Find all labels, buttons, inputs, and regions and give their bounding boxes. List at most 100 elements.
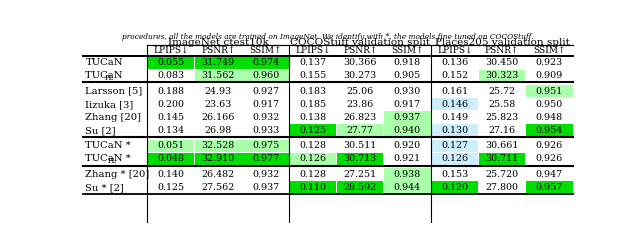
Text: 27.800: 27.800 [486,183,518,192]
Bar [431,153,478,165]
Text: 26.166: 26.166 [202,113,235,122]
Text: 0.145: 0.145 [157,113,184,122]
Bar [243,140,289,152]
Bar [431,124,478,137]
Text: 27.251: 27.251 [344,170,377,179]
Text: Larsson [5]: Larsson [5] [85,87,143,96]
Bar [290,124,336,137]
Text: Places205 validation split: Places205 validation split [435,38,570,47]
Bar [337,124,383,137]
Text: 0.951: 0.951 [536,87,563,96]
Text: 0.185: 0.185 [300,100,326,109]
Text: 0.921: 0.921 [394,154,421,164]
Bar [384,111,431,124]
Text: 0.937: 0.937 [252,183,279,192]
Text: 25.06: 25.06 [346,87,374,96]
Text: 23.63: 23.63 [205,100,232,109]
Bar [290,181,336,194]
Text: 0.944: 0.944 [394,183,421,192]
Bar [431,181,478,194]
Text: ImageNet ctest10k: ImageNet ctest10k [168,38,269,47]
Text: 0.960: 0.960 [252,71,279,80]
Text: 0.140: 0.140 [157,170,184,179]
Text: 0.947: 0.947 [536,170,563,179]
Text: 0.051: 0.051 [157,142,184,150]
Text: procedures, all the models are trained on ImageNet. We identify with *, the mode: procedures, all the models are trained o… [122,33,534,41]
Text: 0.957: 0.957 [536,183,563,192]
Text: 0.932: 0.932 [252,113,279,122]
Text: 23.86: 23.86 [346,100,374,109]
Bar [195,153,241,165]
Text: 30.450: 30.450 [485,58,518,67]
Text: 0.940: 0.940 [394,126,421,135]
Text: 0.920: 0.920 [394,142,421,150]
Bar [479,70,525,82]
Text: 0.130: 0.130 [441,126,468,135]
Text: 30.511: 30.511 [344,142,377,150]
Text: TUCaN: TUCaN [85,58,123,67]
Text: 31.749: 31.749 [202,58,235,67]
Text: TUCaN *: TUCaN * [85,142,131,150]
Text: 0.110: 0.110 [300,183,326,192]
Text: 0.136: 0.136 [441,58,468,67]
Bar [526,181,573,194]
Bar [290,153,336,165]
Text: 0.938: 0.938 [394,170,421,179]
Bar [243,70,289,82]
Text: PSNR↑: PSNR↑ [343,46,378,55]
Text: 25.72: 25.72 [488,87,516,96]
Text: 0.137: 0.137 [300,58,326,67]
Text: 0.933: 0.933 [252,126,279,135]
Text: 0.954: 0.954 [536,126,563,135]
Bar [479,153,525,165]
Bar [337,153,383,165]
Text: Zhang * [20]: Zhang * [20] [85,170,150,179]
Text: 28.592: 28.592 [344,183,377,192]
Bar [526,85,573,97]
Bar [243,56,289,69]
Text: COCOStuff validation split: COCOStuff validation split [290,38,430,47]
Text: 0.183: 0.183 [300,87,326,96]
Text: 0.930: 0.930 [394,87,421,96]
Text: 0.138: 0.138 [300,113,326,122]
Text: 0.926: 0.926 [536,154,563,164]
Text: 0.918: 0.918 [394,58,421,67]
Text: 0.134: 0.134 [157,126,184,135]
Text: 0.152: 0.152 [441,71,468,80]
Text: 0.125: 0.125 [300,126,326,135]
Text: PSNR↑: PSNR↑ [201,46,236,55]
Text: SSIM↑: SSIM↑ [391,46,424,55]
Text: 0.975: 0.975 [252,142,279,150]
Text: 0.149: 0.149 [441,113,468,122]
Text: 0.055: 0.055 [157,58,185,67]
Text: 0.126: 0.126 [300,154,326,164]
Text: 0.128: 0.128 [300,170,326,179]
Bar [195,56,241,69]
Text: Iizuka [3]: Iizuka [3] [85,100,134,109]
Text: 0.120: 0.120 [441,183,468,192]
Text: Su [2]: Su [2] [85,126,116,135]
Text: 0.974: 0.974 [252,58,279,67]
Text: 0.128: 0.128 [300,142,326,150]
Text: 0.146: 0.146 [441,100,468,109]
Text: 30.711: 30.711 [485,154,518,164]
Text: LPIPS↓: LPIPS↓ [437,46,472,55]
Text: 0.126: 0.126 [441,154,468,164]
Bar [195,140,241,152]
Text: 32.910: 32.910 [202,154,235,164]
Text: LPIPS↓: LPIPS↓ [295,46,331,55]
Bar [148,153,195,165]
Text: 0.161: 0.161 [441,87,468,96]
Text: 25.720: 25.720 [485,170,518,179]
Text: 26.823: 26.823 [344,113,377,122]
Text: 24.93: 24.93 [205,87,232,96]
Bar [243,153,289,165]
Text: 0.909: 0.909 [536,71,563,80]
Text: 0.188: 0.188 [157,87,184,96]
Bar [431,140,478,152]
Bar [148,56,195,69]
Text: SSIM↑: SSIM↑ [250,46,282,55]
Text: 0.127: 0.127 [441,142,468,150]
Bar [526,124,573,137]
Text: 0.083: 0.083 [157,71,184,80]
